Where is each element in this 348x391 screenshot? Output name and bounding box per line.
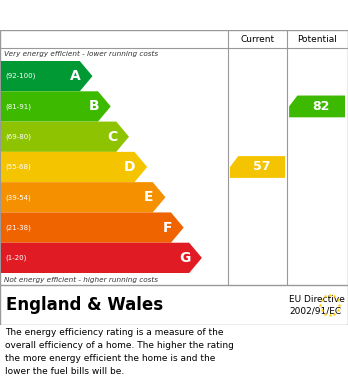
Text: 82: 82 xyxy=(313,100,330,113)
Text: Very energy efficient - lower running costs: Very energy efficient - lower running co… xyxy=(4,51,158,57)
Polygon shape xyxy=(289,95,345,117)
Text: Current: Current xyxy=(240,34,275,43)
Text: (92-100): (92-100) xyxy=(5,73,35,79)
Text: Energy Efficiency Rating: Energy Efficiency Rating xyxy=(9,7,230,23)
Text: D: D xyxy=(124,160,135,174)
Polygon shape xyxy=(1,243,202,273)
Polygon shape xyxy=(1,182,165,212)
Text: G: G xyxy=(179,251,190,265)
Text: Potential: Potential xyxy=(298,34,338,43)
Text: E: E xyxy=(144,190,154,204)
Text: C: C xyxy=(107,130,117,144)
Text: (81-91): (81-91) xyxy=(5,103,31,110)
Polygon shape xyxy=(1,91,111,122)
Text: (39-54): (39-54) xyxy=(5,194,31,201)
Text: (69-80): (69-80) xyxy=(5,133,31,140)
Polygon shape xyxy=(1,122,129,152)
Text: England & Wales: England & Wales xyxy=(6,296,163,314)
Text: (1-20): (1-20) xyxy=(5,255,26,261)
Text: A: A xyxy=(70,69,81,83)
Polygon shape xyxy=(230,156,285,178)
Text: (55-68): (55-68) xyxy=(5,164,31,170)
Text: EU Directive
2002/91/EC: EU Directive 2002/91/EC xyxy=(289,294,345,316)
Text: 57: 57 xyxy=(253,160,270,174)
Polygon shape xyxy=(1,61,93,91)
Text: The energy efficiency rating is a measure of the
overall efficiency of a home. T: The energy efficiency rating is a measur… xyxy=(5,328,234,375)
Text: (21-38): (21-38) xyxy=(5,224,31,231)
Text: F: F xyxy=(163,221,172,235)
Polygon shape xyxy=(1,152,147,182)
Polygon shape xyxy=(1,212,184,243)
Text: Not energy efficient - higher running costs: Not energy efficient - higher running co… xyxy=(4,277,158,283)
Text: B: B xyxy=(88,99,99,113)
